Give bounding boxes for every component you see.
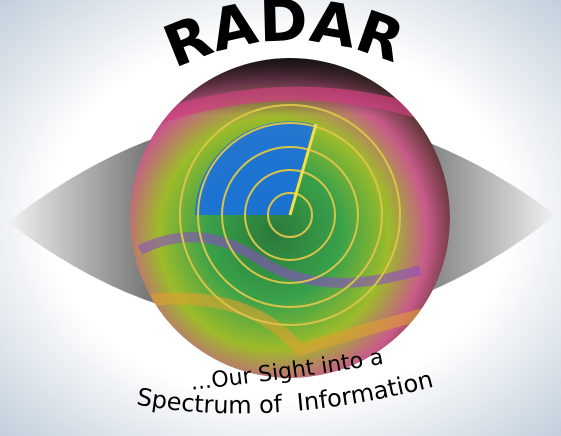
logo: RADAR ...Our Sight into a Spectrum of In… xyxy=(0,0,561,436)
page: RADAR ...Our Sight into a Spectrum of In… xyxy=(0,0,561,436)
